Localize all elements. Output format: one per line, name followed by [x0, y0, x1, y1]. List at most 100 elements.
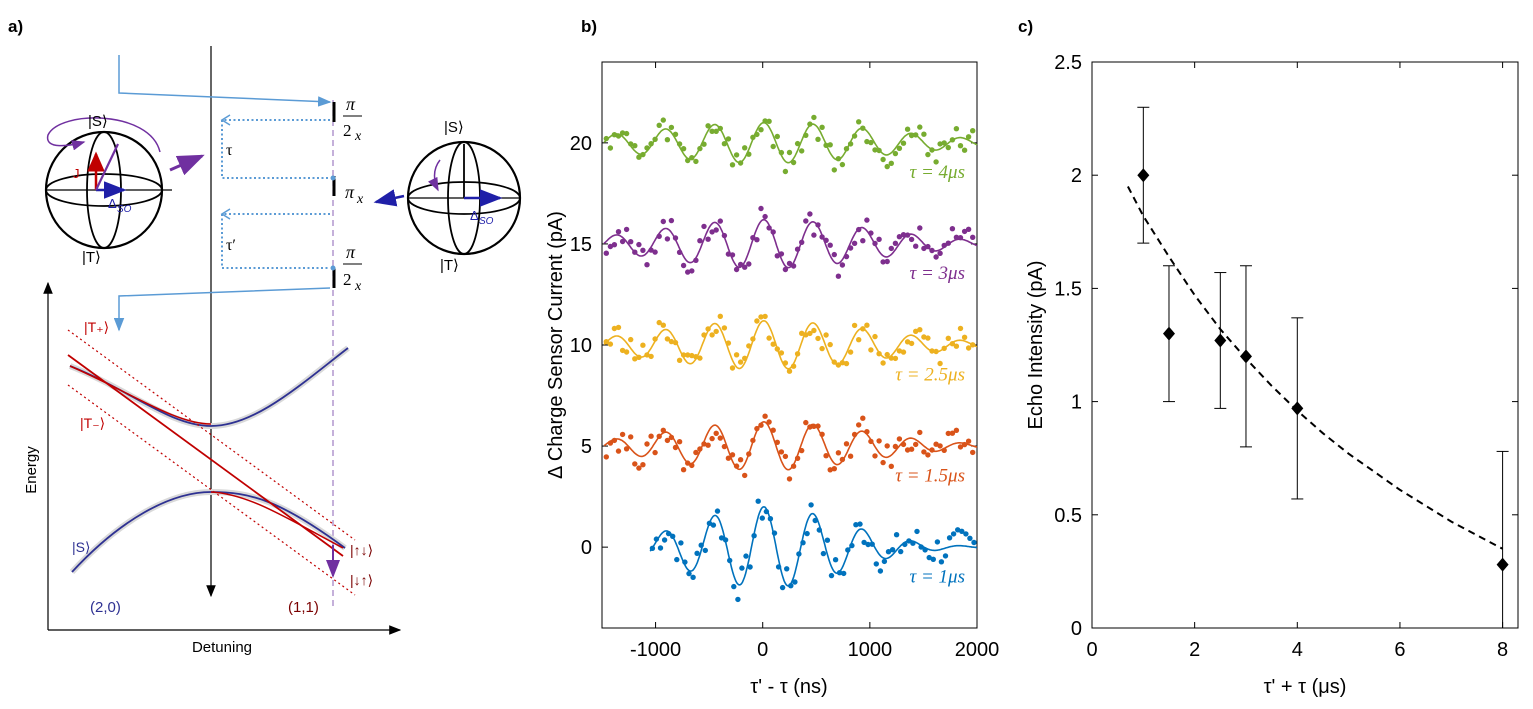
b-data-point — [835, 156, 842, 162]
b-series-3: τ = 3μs — [603, 205, 978, 284]
b-data-point — [892, 240, 899, 246]
b-data-point — [746, 343, 752, 349]
b-ytick-label: 20 — [570, 133, 592, 155]
b-ytick-label: 0 — [581, 537, 592, 559]
b-data-point — [827, 341, 833, 348]
b-data-point — [676, 249, 683, 255]
sequence-return-arrow — [113, 287, 331, 332]
b-data-point — [876, 351, 882, 357]
b-data-point — [869, 541, 875, 547]
b-data-point — [640, 342, 646, 348]
b-data-point — [729, 365, 736, 371]
b-data-point — [860, 415, 866, 421]
flip-arrow — [427, 159, 441, 192]
b-data-point — [644, 262, 650, 268]
pulse3-sub: x — [354, 279, 362, 294]
b-data-point — [796, 551, 802, 557]
b-data-point — [774, 346, 780, 352]
b-data-point — [713, 227, 719, 233]
b-data-point — [819, 234, 825, 240]
b-data-point — [970, 449, 976, 456]
b-data-point — [792, 579, 798, 585]
b-data-point — [628, 434, 634, 440]
b-data-point — [885, 549, 892, 555]
b-data-point — [652, 336, 658, 342]
b-data-point — [937, 443, 943, 449]
c-data-point — [1496, 450, 1509, 629]
b-data-point — [910, 540, 916, 546]
b-data-point — [925, 335, 931, 341]
b-data-point — [865, 541, 871, 548]
b-data-point — [665, 530, 672, 537]
b-data-point — [904, 126, 911, 132]
b-data-point — [917, 327, 923, 333]
b-data-point — [868, 438, 874, 445]
tau-label: τ — [226, 142, 233, 159]
b-series-2: τ = 2.5μs — [603, 313, 978, 385]
panel-c-points — [1137, 106, 1509, 629]
b-data-point — [926, 554, 932, 561]
b-data-point — [913, 441, 919, 448]
c-xtick-label: 8 — [1497, 639, 1508, 661]
panel-b-frame — [601, 61, 978, 629]
b-data-point — [930, 556, 936, 562]
b-data-point — [632, 461, 638, 467]
b-data-point — [702, 547, 708, 554]
b-data-point — [709, 128, 715, 134]
panel-c-fit — [1127, 186, 1504, 550]
b-data-point — [933, 348, 939, 355]
c-xtick-label: 6 — [1394, 639, 1405, 661]
b-data-point — [881, 558, 888, 565]
b-data-point — [603, 250, 609, 256]
b-data-point — [672, 235, 679, 241]
b-data-point — [803, 419, 809, 426]
b-data-point — [839, 161, 846, 168]
b-data-point — [615, 448, 622, 454]
b-data-point — [770, 427, 776, 433]
c-data-point — [1214, 272, 1227, 409]
t-minus-label: |T₋⟩ — [80, 415, 105, 431]
bloch-left-top: |S⟩ — [88, 113, 108, 130]
b-data-point — [670, 533, 676, 539]
b-data-point — [733, 463, 740, 469]
panel-c-ticks: 0 2 4 6 8 0 0.5 1 1.5 2 2.5 — [1054, 52, 1518, 661]
b-data-point — [815, 423, 821, 429]
b-data-point — [790, 363, 797, 369]
b-data-point — [697, 238, 703, 244]
b-data-point — [758, 422, 764, 428]
b-data-point — [835, 273, 842, 279]
b-data-point — [689, 462, 695, 469]
b-data-point — [623, 130, 630, 137]
b-data-point — [652, 449, 658, 456]
b-data-point — [619, 238, 626, 245]
b-data-point — [864, 217, 870, 223]
b-data-point — [709, 435, 715, 442]
b-data-point — [770, 341, 776, 347]
b-data-point — [876, 236, 882, 242]
b-data-point — [803, 332, 809, 338]
b-data-point — [636, 465, 642, 471]
b-data-point — [737, 160, 744, 166]
b-data-point — [731, 583, 737, 590]
b-data-point — [917, 124, 923, 130]
b-data-point — [884, 443, 890, 449]
b-data-point — [917, 429, 923, 436]
b-data-point — [794, 140, 801, 147]
b-data-point — [893, 532, 900, 538]
b-data-point — [607, 341, 614, 347]
panel-b-xlabel: τ' - τ (ns) — [750, 676, 827, 698]
b-data-point — [705, 123, 711, 129]
b-data-point — [880, 156, 886, 163]
b-data-point — [913, 328, 919, 334]
b-data-point — [680, 262, 687, 269]
b-data-point — [872, 453, 878, 459]
b-data-point — [705, 442, 711, 448]
b-data-point — [782, 168, 789, 175]
b-data-point — [636, 354, 642, 360]
b-data-point — [861, 539, 867, 546]
panel-c-ylabel: Echo Intensity (pA) — [1025, 261, 1047, 430]
b-data-point — [750, 134, 756, 140]
tau-prime-wait — [221, 213, 330, 269]
b-data-point — [953, 234, 960, 240]
b-series-0: τ = 1μs — [649, 498, 978, 603]
